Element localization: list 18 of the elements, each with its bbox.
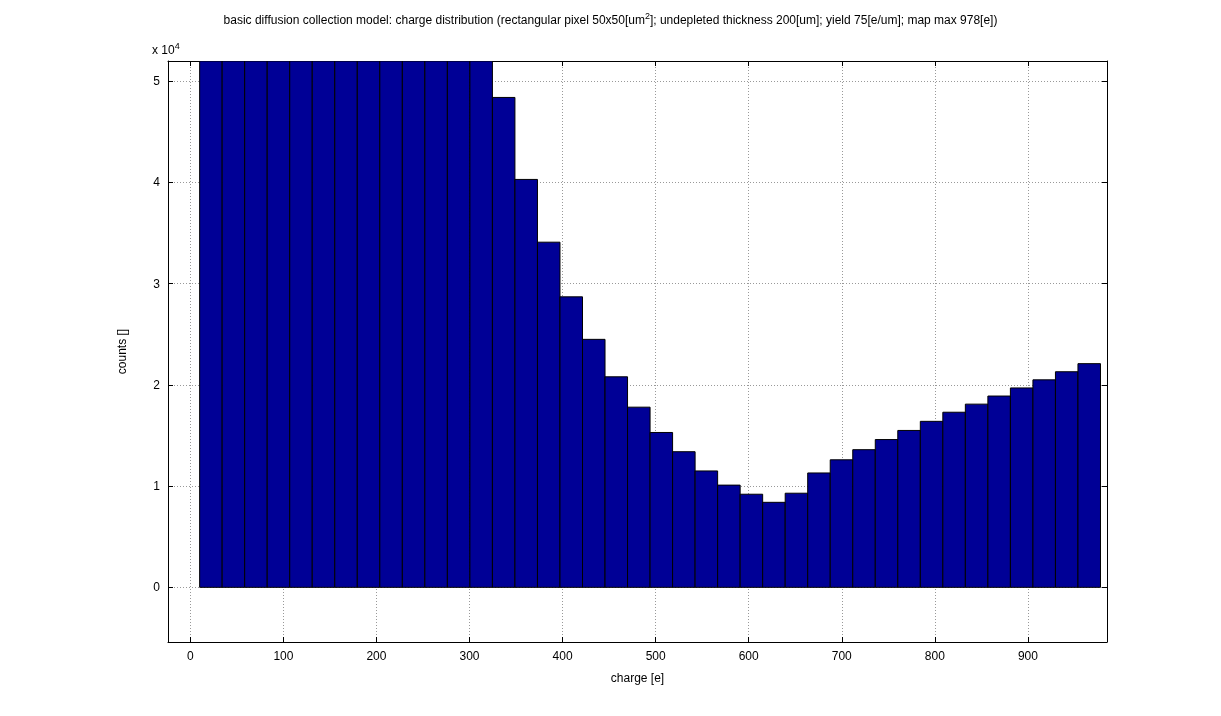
x-tick-label: 100 <box>273 649 294 663</box>
y-tick-label: 5 <box>153 74 161 89</box>
y-tick-label: 1 <box>153 479 161 494</box>
y-tick-label: 2 <box>153 377 161 392</box>
x-tick-label: 600 <box>738 649 760 663</box>
x-tick-label: 200 <box>366 649 387 663</box>
y-tick-label: 0 <box>153 580 161 595</box>
y-axis-title: counts [] <box>115 328 129 375</box>
x-tick-label: 300 <box>459 649 480 663</box>
x-tick-label: 400 <box>552 649 573 663</box>
x-tick-label: 0 <box>186 649 194 663</box>
x-tick-label: 500 <box>645 649 666 663</box>
x-tick-label: 900 <box>1017 649 1039 663</box>
x-tick-label: 800 <box>924 649 946 663</box>
y-tick-label: 4 <box>153 175 161 190</box>
x-tick-label: 700 <box>831 649 853 663</box>
y-tick-label: 3 <box>153 276 161 291</box>
x-axis-title: charge [e] <box>610 671 665 685</box>
